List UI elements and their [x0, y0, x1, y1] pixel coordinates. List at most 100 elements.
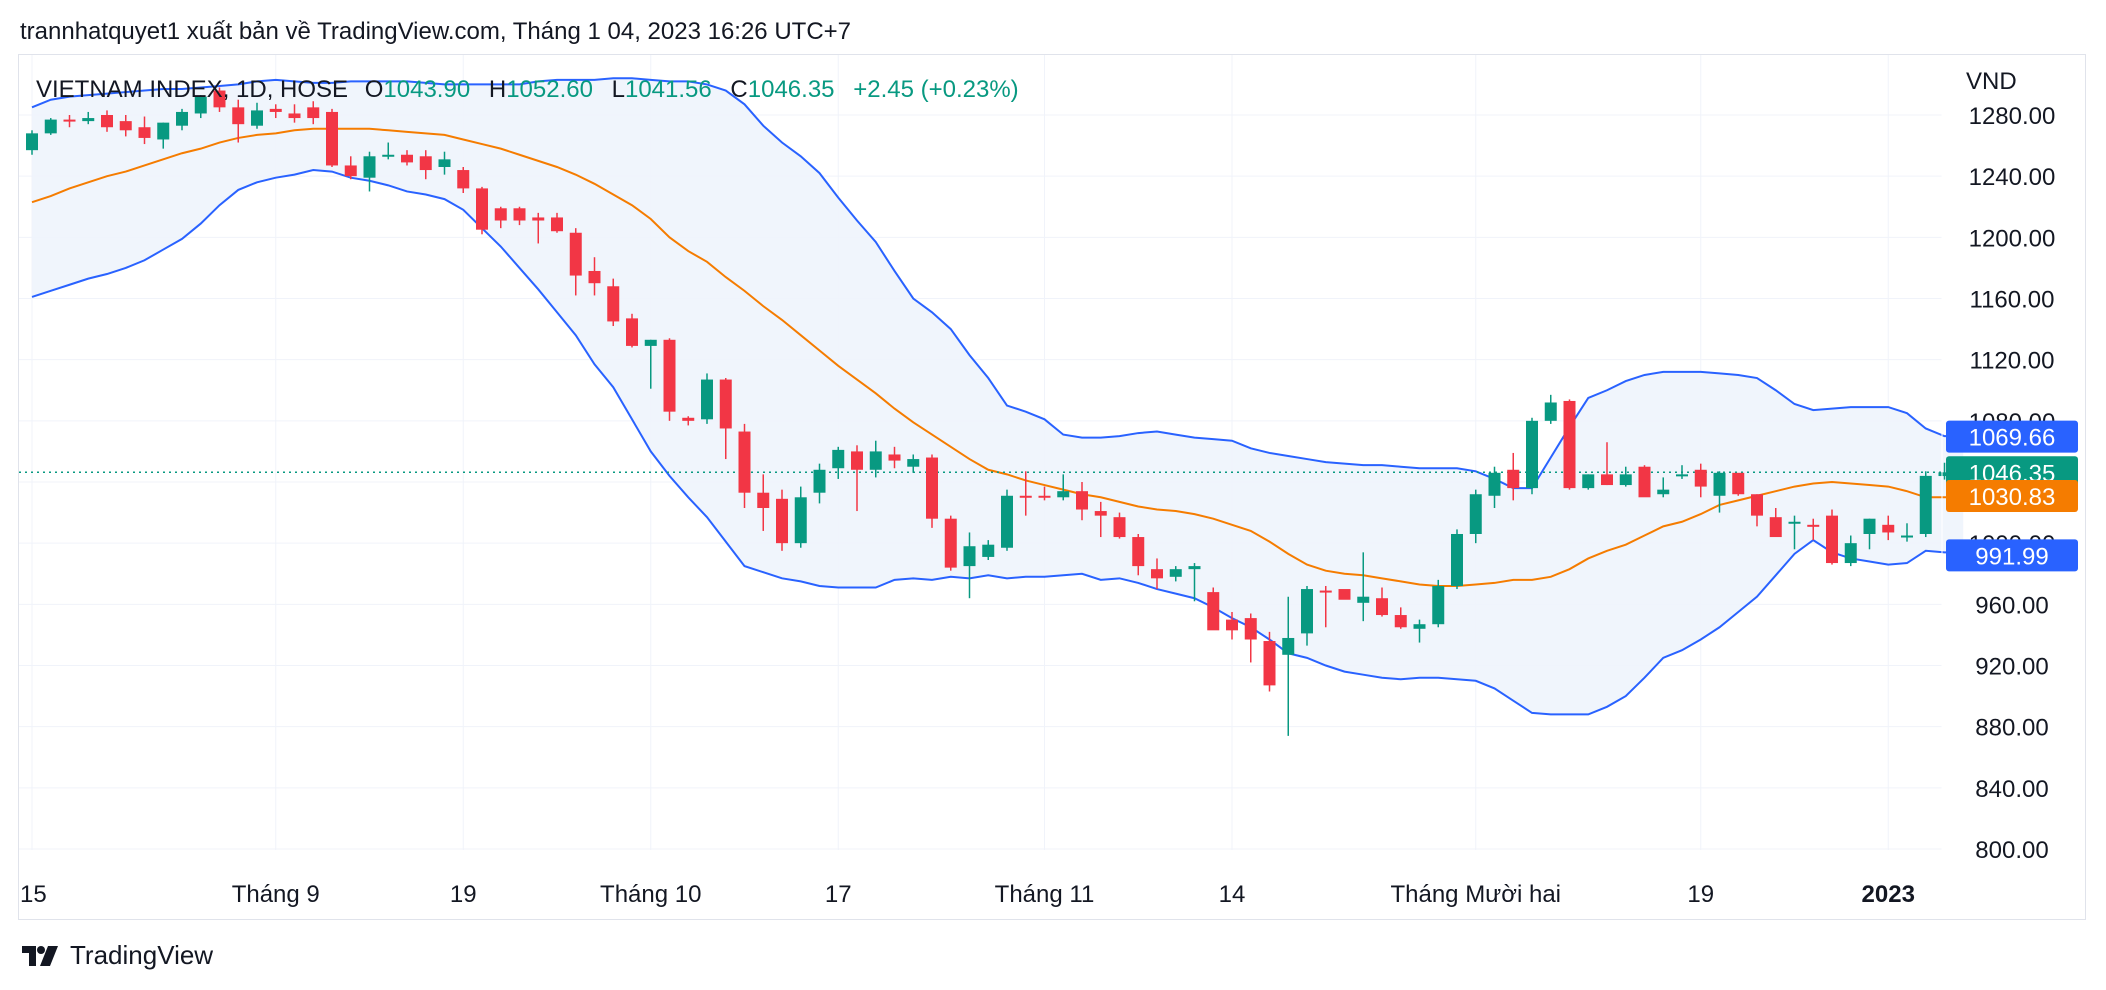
candle-body	[438, 159, 451, 167]
candle	[44, 118, 57, 135]
candle-body	[1188, 566, 1201, 570]
candle-body	[1788, 521, 1801, 524]
candle	[1394, 607, 1407, 629]
candle	[1544, 394, 1557, 424]
candle-body	[1038, 495, 1051, 498]
candle-body	[119, 121, 132, 131]
candle-body	[1938, 472, 1951, 477]
candle	[1526, 417, 1538, 495]
candle	[513, 206, 526, 226]
x-tick-label: 17	[825, 881, 852, 908]
candle	[1713, 471, 1726, 513]
candle	[1732, 472, 1745, 496]
candle	[363, 151, 376, 192]
candle-body	[1394, 615, 1407, 628]
candle	[813, 463, 826, 504]
candle	[438, 151, 451, 175]
candle-body	[63, 119, 76, 122]
candle-body	[176, 111, 188, 126]
candle	[1601, 442, 1613, 486]
candle	[1226, 611, 1238, 640]
candle	[1751, 494, 1763, 527]
price-tag: 1069.66	[1946, 420, 2078, 453]
candle-body	[513, 208, 526, 221]
candle-body	[532, 217, 545, 221]
candle	[532, 212, 545, 244]
candle	[1844, 535, 1857, 567]
candle-body	[1732, 472, 1745, 495]
candle-body	[1169, 569, 1182, 577]
candle	[326, 108, 338, 167]
candle	[701, 373, 713, 424]
price-tag-box	[1946, 480, 2078, 513]
candle-body	[794, 497, 807, 544]
publisher-line: trannhatquyet1 xuất bản về TradingView.c…	[20, 18, 852, 45]
candle-body	[26, 133, 38, 151]
candle	[1807, 518, 1820, 541]
y-tick-label: 960.00	[1975, 592, 2048, 619]
candle-body	[1413, 624, 1426, 629]
footer-brand[interactable]: TradingView	[20, 940, 213, 971]
candle-body	[926, 457, 938, 519]
candle-body	[1713, 472, 1726, 496]
candle-body	[1769, 517, 1782, 538]
candle	[232, 99, 245, 143]
candle	[963, 532, 976, 599]
candle-body	[701, 379, 713, 420]
candle-body	[869, 451, 882, 470]
open-label: O	[364, 76, 384, 103]
candle-body	[851, 451, 863, 470]
candle	[1882, 515, 1895, 541]
candle	[1319, 585, 1332, 628]
candle-body	[1301, 589, 1313, 634]
candle-body	[738, 431, 751, 493]
candle-body	[1544, 402, 1557, 421]
candle-body	[1807, 524, 1820, 527]
high-label: H	[488, 76, 507, 103]
candle-body	[307, 107, 320, 119]
low-value: 1041.56	[624, 76, 712, 103]
candle-body	[963, 546, 976, 567]
ohlc-legend: VIETNAM INDEX, 1D, HOSE O1043.90 H1052.6…	[36, 76, 1019, 104]
candle	[213, 87, 226, 112]
lower-band-line	[31, 169, 1964, 716]
candle	[1282, 596, 1295, 736]
candle-body	[269, 108, 282, 112]
candle-body	[1263, 641, 1276, 686]
candle	[1207, 587, 1220, 631]
tradingview-logo-icon	[22, 945, 58, 966]
y-tick-label: 1240.00	[1969, 164, 2056, 191]
candle	[1076, 482, 1088, 521]
candle-body	[813, 469, 826, 493]
symbol-name[interactable]: VIETNAM INDEX, 1D, HOSE	[36, 76, 349, 103]
candle-body	[194, 96, 207, 114]
close-value: 1046.35	[747, 76, 835, 103]
candle-body	[1563, 400, 1576, 489]
x-tick-label: 15	[20, 881, 47, 908]
y-tick-label: 1120.00	[1970, 348, 2055, 375]
candle-body	[1076, 491, 1088, 510]
x-tick-label: Tháng Mười hai	[1390, 881, 1561, 908]
x-tick-label: Tháng 9	[232, 881, 320, 908]
candle	[1488, 466, 1501, 508]
candle	[907, 454, 920, 473]
candle-body	[494, 208, 507, 221]
candle	[1057, 474, 1070, 501]
candle-body	[888, 454, 901, 461]
candle-body	[944, 518, 957, 568]
candle	[101, 110, 113, 132]
candle	[926, 454, 938, 528]
candle	[1038, 486, 1051, 501]
candle-body	[569, 232, 582, 276]
candle-body	[1001, 495, 1013, 548]
candle-body	[1057, 491, 1070, 498]
candle-body	[344, 165, 357, 177]
candle-body	[382, 154, 395, 157]
candle-body	[101, 115, 113, 128]
high-value: 1052.60	[506, 76, 593, 103]
candle	[119, 115, 132, 137]
candle-body	[1357, 596, 1370, 603]
candle	[1263, 631, 1276, 692]
candle-body	[1694, 469, 1707, 487]
